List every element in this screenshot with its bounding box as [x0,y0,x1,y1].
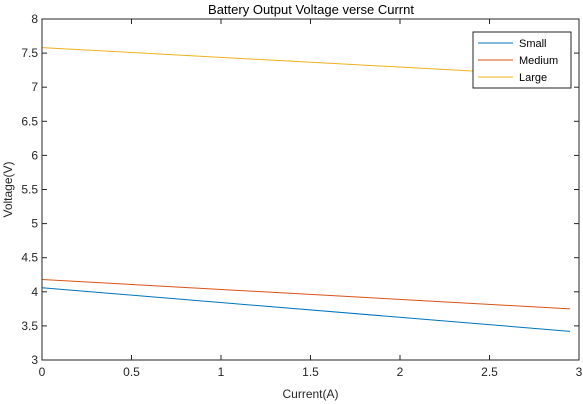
legend-label: Large [519,72,547,84]
y-tick-label: 6 [31,148,38,162]
x-tick-label: 2.5 [481,365,498,379]
x-tick-label: 3 [576,365,583,379]
y-tick-label: 4 [31,285,38,299]
chart-title: Battery Output Voltage verse Currnt [208,2,414,17]
plot-frame [41,18,580,361]
x-tick-label: 0 [39,365,46,379]
y-tick-label: 4.5 [21,251,38,265]
y-tick-label: 8 [31,12,38,26]
legend: Small Medium Large [472,31,572,89]
x-tick-label: 1 [218,365,225,379]
x-tick-label: 2 [397,365,404,379]
y-tick-label: 7.5 [21,46,38,60]
y-axis-label: Voltage(V) [1,161,15,217]
legend-label: Small [519,38,547,50]
x-tick-label: 1.5 [302,365,319,379]
series-line-small [41,287,571,332]
ticks-layer: 0 0.5 1 1.5 2 2.5 3 3 3.5 4 4.5 5 5.5 6 6.5 7 7.5 8 [21,12,582,379]
y-tick-label: 7 [31,80,38,94]
y-tick-label: 5 [31,217,38,231]
x-axis-label: Current(A) [282,387,338,401]
y-tick-label: 3 [31,353,38,367]
x-tick-label: 0.5 [123,365,140,379]
series-line-medium [41,279,571,310]
y-tick-label: 3.5 [21,319,38,333]
legend-label: Medium [519,55,558,67]
y-tick-label: 6.5 [21,114,38,128]
y-tick-label: 5.5 [21,183,38,197]
